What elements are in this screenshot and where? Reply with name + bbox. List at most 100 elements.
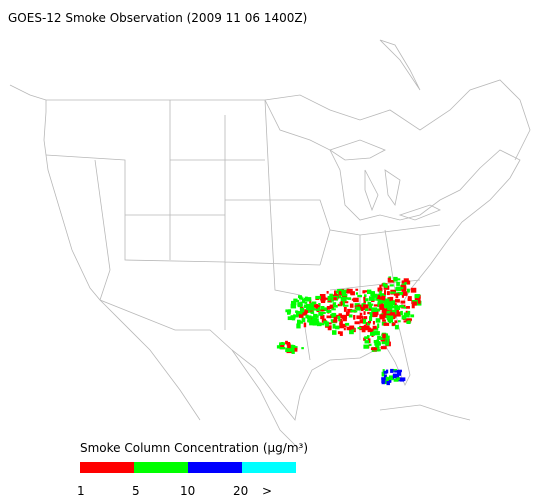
smoke-pixel — [346, 288, 353, 294]
smoke-pixel — [318, 309, 325, 312]
smoke-pixel — [379, 284, 382, 290]
smoke-pixel — [396, 286, 401, 292]
smoke-pixel — [348, 314, 353, 318]
title: GOES-12 Smoke Observation (2009 11 06 14… — [8, 11, 307, 25]
smoke-pixel — [406, 280, 411, 285]
smoke-pixel — [342, 317, 347, 322]
smoke-pixel — [388, 305, 392, 310]
smoke-pixel — [364, 294, 367, 298]
smoke-pixel — [327, 322, 332, 325]
smoke-pixel — [406, 288, 410, 293]
smoke-pixel — [410, 314, 415, 318]
smoke-pixel — [343, 307, 347, 312]
smoke-pixel — [276, 345, 281, 349]
smoke-pixel — [362, 325, 369, 330]
smoke-pixel — [384, 283, 388, 288]
smoke-pixel — [356, 308, 361, 311]
smoke-pixel — [353, 315, 356, 320]
smoke-pixel — [326, 315, 332, 319]
smoke-pixel — [382, 333, 386, 339]
smoke-pixel — [320, 314, 325, 320]
smoke-pixel — [299, 307, 305, 313]
smoke-pixel — [375, 296, 379, 301]
smoke-pixel — [385, 315, 390, 318]
smoke-pixel — [311, 301, 317, 305]
smoke-pixel — [383, 370, 388, 374]
smoke-pixel — [380, 346, 387, 350]
smoke-pixel — [374, 307, 377, 310]
smoke-pixel — [376, 339, 380, 345]
smoke-pixel — [300, 301, 303, 304]
smoke-pixel — [400, 300, 406, 304]
smoke-pixel — [318, 311, 324, 316]
smoke-pixel — [297, 304, 303, 308]
smoke-pixel — [393, 313, 397, 318]
smoke-pixel — [332, 330, 337, 335]
smoke-pixel — [377, 348, 381, 352]
smoke-pixel — [383, 322, 390, 326]
smoke-pixel — [332, 305, 338, 308]
smoke-pixel — [378, 287, 381, 293]
legend-title: Smoke Column Concentration (μg/m³) — [80, 441, 308, 455]
smoke-pixel — [333, 316, 338, 322]
smoke-pixel — [377, 323, 380, 329]
canada-coast — [9, 39, 531, 161]
smoke-pixel — [398, 287, 404, 290]
smoke-pixel — [367, 328, 374, 333]
smoke-pixel — [403, 306, 407, 309]
smoke-pixel — [331, 308, 336, 311]
smoke-pixel — [398, 320, 401, 323]
us-outline — [43, 99, 521, 421]
smoke-pixel — [404, 282, 407, 285]
great-lakes — [329, 139, 441, 221]
smoke-pixel — [381, 339, 387, 345]
smoke-pixel — [388, 315, 394, 321]
smoke-pixel — [396, 281, 400, 286]
legend-swatch — [80, 462, 134, 473]
smoke-pixel — [359, 312, 363, 316]
smoke-pixel — [388, 313, 393, 317]
smoke-pixel — [384, 374, 387, 379]
smoke-pixel — [291, 349, 295, 354]
smoke-pixel — [394, 299, 400, 303]
smoke-pixel — [347, 308, 353, 313]
smoke-pixel — [337, 315, 341, 319]
smoke-pixel — [357, 327, 362, 330]
smoke-pixel — [296, 323, 301, 329]
smoke-pixel — [387, 277, 391, 283]
smoke-pixel — [373, 340, 377, 344]
smoke-pixel — [309, 299, 312, 304]
smoke-pixel — [414, 297, 421, 301]
smoke-pixel — [339, 322, 342, 326]
smoke-pixel — [287, 343, 291, 349]
smoke-pixel — [306, 306, 312, 311]
smoke-pixel — [382, 319, 386, 322]
smoke-pixel — [386, 380, 390, 386]
smoke-pixel — [303, 305, 308, 308]
smoke-pixel — [401, 295, 404, 298]
smoke-pixel — [298, 320, 302, 324]
smoke-pixel — [389, 380, 392, 383]
smoke-pixel — [355, 306, 361, 310]
smoke-pixel — [351, 310, 358, 313]
smoke-pixel — [304, 309, 309, 314]
smoke-pixel — [367, 311, 370, 315]
smoke-pixel — [357, 304, 362, 308]
smoke-pixel — [377, 302, 381, 308]
smoke-pixel — [396, 312, 401, 317]
smoke-pixel — [310, 302, 315, 307]
smoke-pixel — [350, 291, 355, 296]
smoke-pixel — [379, 316, 385, 320]
smoke-pixel — [372, 321, 375, 325]
smoke-pixel — [332, 320, 338, 323]
smoke-pixel — [295, 314, 299, 318]
smoke-pixel — [311, 311, 315, 314]
smoke-pixel — [319, 294, 326, 297]
smoke-pixel — [384, 303, 389, 308]
smoke-pixel — [307, 319, 312, 322]
smoke-pixel — [301, 347, 304, 350]
smoke-pixel — [355, 292, 359, 295]
smoke-pixel — [389, 312, 396, 315]
smoke-pixel — [322, 297, 328, 300]
smoke-pixel — [396, 377, 401, 381]
